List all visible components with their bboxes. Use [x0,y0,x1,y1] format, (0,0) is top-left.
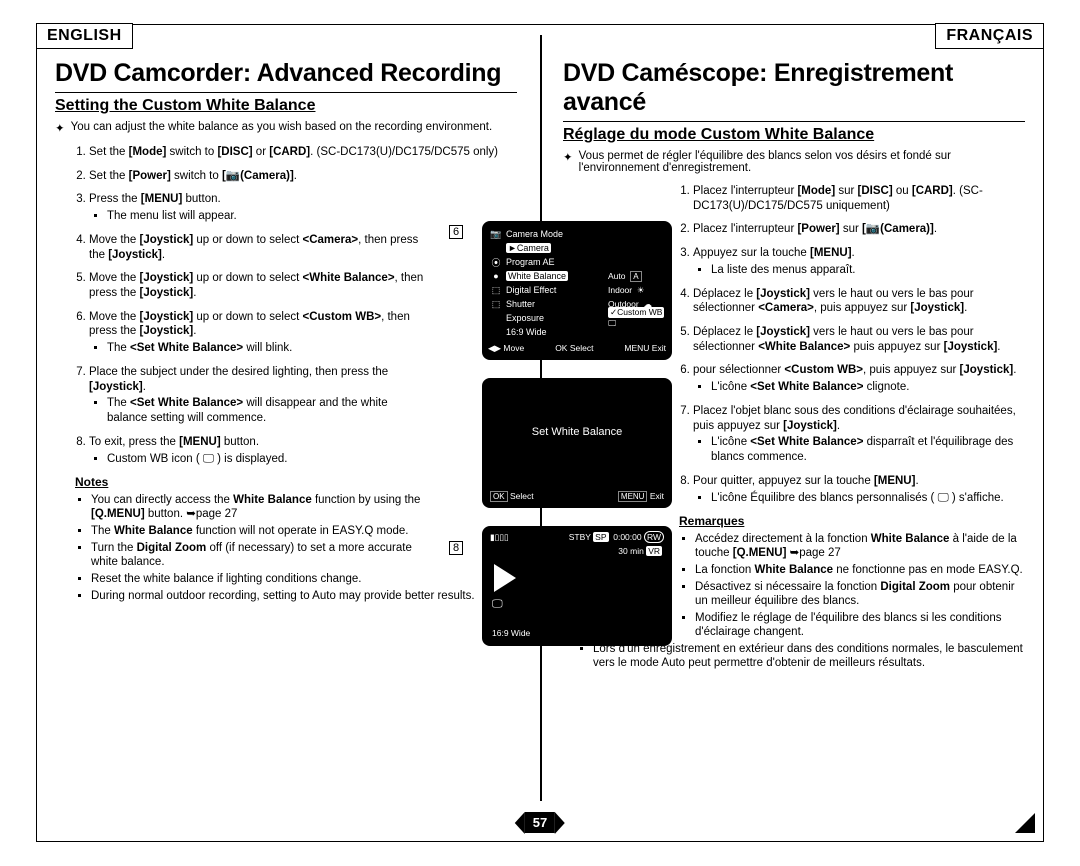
lcd-screen-menu: 📷Camera Mode ►Camera ⦿Program AE ●White … [482,221,672,360]
section-title-fr: Réglage du mode Custom White Balance [563,126,1025,144]
center-figures: 6 📷Camera Mode ►Camera ⦿Program AE ●Whit… [469,221,685,646]
chapter-title-fr: DVD Caméscope: Enregistrement avancé [563,59,1025,122]
corner-fold-icon [1015,813,1035,833]
manual-page: ENGLISH FRANÇAIS DVD Camcorder: Advanced… [36,24,1044,842]
english-column: DVD Camcorder: Advanced Recording Settin… [43,59,529,606]
lcd-screen-record: ▮▯▯▯ STBY SP 0:00:00 RW 30 min VR 🖵 16:9… [482,526,672,646]
notes-header-en: Notes [75,475,517,489]
steps-en: Set the [Mode] switch to [DISC] or [CARD… [89,145,517,466]
chapter-title-en: DVD Camcorder: Advanced Recording [55,59,517,93]
notes-fr: Accédez directement à la fonction White … [695,532,1025,639]
intro-fr: Vous permet de régler l'équilibre des bl… [579,150,1025,174]
lang-french-label: FRANÇAIS [935,23,1044,49]
page-number: 57 [525,812,555,833]
section-title-en: Setting the Custom White Balance [55,97,517,115]
lcd-screen-setwb: Set White Balance OK OK SelectSelect MEN… [482,378,672,508]
figure-6-label: 6 [449,225,463,239]
figure-8-label: 8 [449,541,463,555]
steps-fr: Placez l'interrupteur [Mode] sur [DISC] … [693,184,1025,505]
play-icon [494,564,516,592]
intro-en: You can adjust the white balance as you … [71,121,493,135]
notes-header-fr: Remarques [679,514,1025,528]
lang-english-label: ENGLISH [36,23,133,49]
